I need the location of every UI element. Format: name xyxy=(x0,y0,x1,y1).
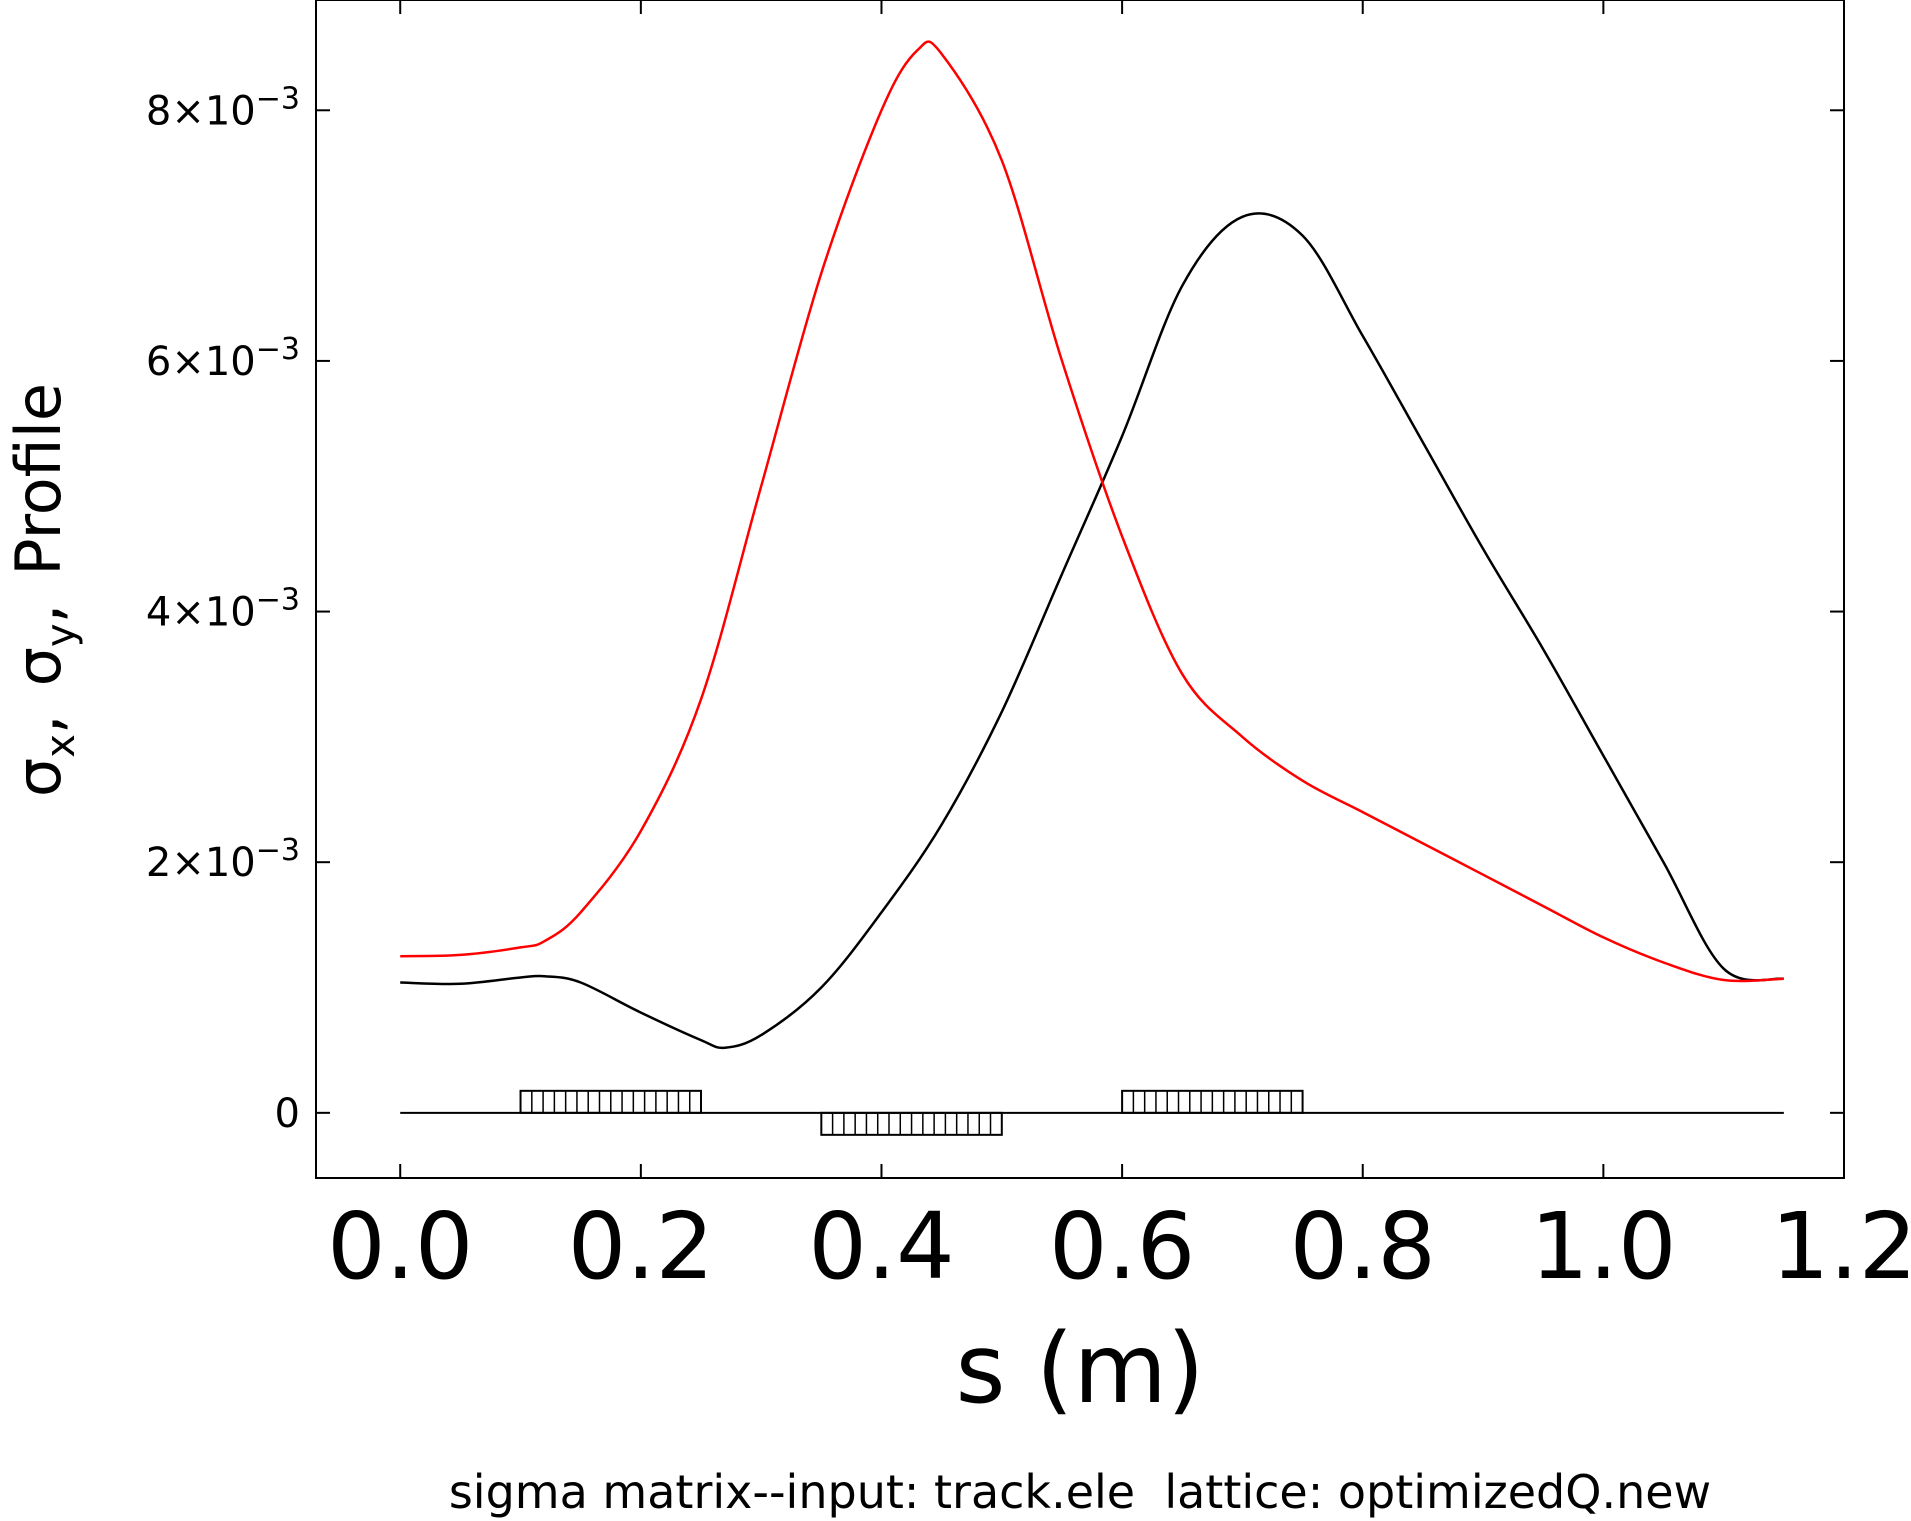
y-tick-mantissa: 8×10 xyxy=(146,88,256,134)
x-tick-label: 0.0 xyxy=(327,1193,473,1300)
series-line xyxy=(400,40,1784,983)
tick-labels-layer: 0.0 0.2 0.4 0.6 0.8 1.0 1.202×10−34×10−36×10−3… xyxy=(146,81,1911,1300)
y-axis-title: σx,σy,Profile xyxy=(2,383,84,797)
series-line xyxy=(400,212,1784,1050)
plot-frame xyxy=(315,0,1845,1179)
x-tick-label: 0.2 xyxy=(568,1193,714,1300)
y-title-sigma-x: σ xyxy=(2,758,75,797)
x-axis-title: s (m) xyxy=(956,1313,1205,1425)
y-tick-mantissa: 6×10 xyxy=(146,339,256,385)
y-tick-label: 8×10−3 xyxy=(146,81,300,134)
lattice-elements-layer xyxy=(400,1089,1784,1136)
y-title-comma-1: , xyxy=(2,714,75,734)
y-title-sub-x: x xyxy=(38,734,84,758)
y-tick-mantissa: 4×10 xyxy=(146,590,256,636)
x-tick-label: 0.4 xyxy=(808,1193,954,1300)
y-tick-exponent: −3 xyxy=(256,833,300,868)
y-tick-mantissa: 2×10 xyxy=(146,840,256,886)
y-tick-exponent: −3 xyxy=(256,81,300,116)
y-tick-label: 0 xyxy=(275,1091,300,1137)
chart-caption: sigma matrix--input: track.ele lattice: … xyxy=(449,1465,1711,1519)
x-tick-label: 1.0 xyxy=(1530,1193,1676,1300)
y-title-word: Profile xyxy=(2,383,75,576)
y-title-sub-y: y xyxy=(38,623,84,647)
x-tick-label: 1.2 xyxy=(1771,1193,1911,1300)
x-tick-label: 0.6 xyxy=(1049,1193,1195,1300)
y-title-sigma-y: σ xyxy=(2,647,75,686)
y-tick-label: 2×10−3 xyxy=(146,833,300,886)
y-tick-exponent: −3 xyxy=(256,583,300,618)
y-tick-label: 6×10−3 xyxy=(146,332,300,385)
y-tick-mantissa: 0 xyxy=(275,1091,300,1137)
y-tick-exponent: −3 xyxy=(256,332,300,367)
ticks-layer xyxy=(316,0,1845,1178)
y-title-comma-2: , xyxy=(2,604,75,624)
y-axis-title-group: σx,σy,Profile xyxy=(2,383,84,797)
series-layer xyxy=(400,40,1784,1050)
y-tick-label: 4×10−3 xyxy=(146,583,300,636)
x-tick-label: 0.8 xyxy=(1290,1193,1436,1300)
